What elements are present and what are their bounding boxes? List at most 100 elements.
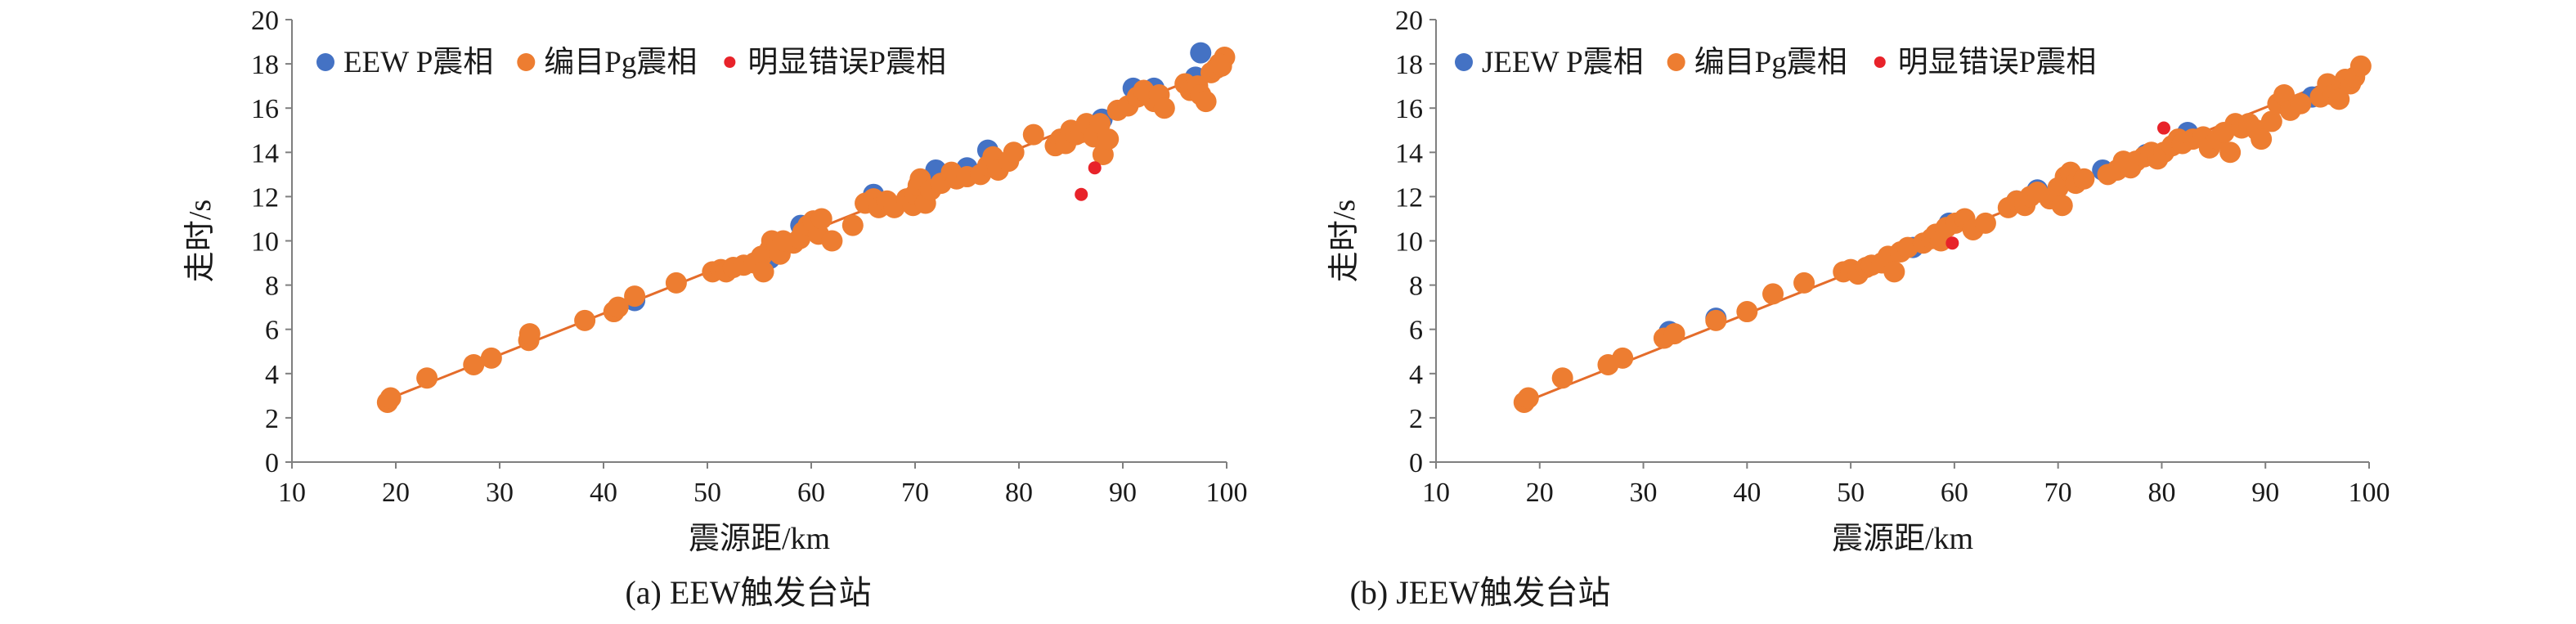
data-point-pg-phase xyxy=(416,367,438,389)
x-tick-label: 30 xyxy=(1630,478,1658,508)
y-axis-title: 走时/s xyxy=(1327,200,1362,282)
chart-panel-b: 0 2 4 6 8 10 12 14 16 18 20 10 20 30 40 50 60 70 80 90 100 走时… xyxy=(1327,6,2390,611)
x-axis-title: 震源距/km xyxy=(1832,522,1973,556)
x-tick-label: 50 xyxy=(1837,478,1865,508)
x-tick-label: 80 xyxy=(1005,478,1033,508)
data-point-pg-phase xyxy=(1551,367,1573,389)
x-tick-label: 70 xyxy=(901,478,929,508)
y-tick-label: 12 xyxy=(251,182,279,213)
y-tick-label: 12 xyxy=(1395,182,1423,213)
legend-marker xyxy=(1874,56,1886,68)
y-tick-label: 2 xyxy=(265,404,279,434)
data-point-pg-phase xyxy=(1705,309,1727,331)
data-point-pg-phase xyxy=(1883,261,1905,283)
data-point-pg-phase xyxy=(2290,92,2312,114)
legend-label: 编目Pg震相 xyxy=(544,45,697,79)
x-tick-label: 70 xyxy=(2044,478,2072,508)
y-tick-label: 18 xyxy=(251,50,279,80)
data-point-pg-phase xyxy=(379,387,402,409)
y-tick-label: 2 xyxy=(1409,404,1423,434)
data-point-pg-phase xyxy=(2260,110,2282,132)
y-tick-label: 20 xyxy=(1395,6,1423,36)
data-point-pg-phase xyxy=(821,230,843,252)
x-tick-label: 10 xyxy=(1422,478,1450,508)
legend-marker xyxy=(1455,53,1473,71)
data-point-pg-phase xyxy=(624,285,646,308)
y-tick-label: 14 xyxy=(251,138,279,168)
legend-label: JEEW P震相 xyxy=(1482,46,1644,79)
legend-label: 编目Pg震相 xyxy=(1694,45,1847,79)
legend-marker xyxy=(316,53,334,71)
data-point-pg-phase xyxy=(2051,195,2073,217)
data-point-error-phase xyxy=(2156,121,2170,135)
data-point-pg-phase xyxy=(1209,53,1231,75)
data-point-pg-phase xyxy=(1195,91,1217,113)
y-tick-label: 18 xyxy=(1395,50,1423,80)
y-tick-label: 20 xyxy=(251,6,279,36)
data-point-p-phase xyxy=(1190,42,1212,64)
data-point-pg-phase xyxy=(1153,97,1175,119)
x-tick-label: 80 xyxy=(2147,478,2175,508)
x-tick-label: 50 xyxy=(693,478,721,508)
data-point-error-phase xyxy=(1088,161,1102,175)
y-axis-title: 走时/s xyxy=(183,200,218,282)
x-tick-label: 100 xyxy=(1206,478,1248,508)
x-tick-label: 60 xyxy=(1941,478,1968,508)
legend-label: EEW P震相 xyxy=(343,46,493,79)
data-point-pg-phase xyxy=(480,347,502,369)
y-tick-label: 8 xyxy=(1409,272,1423,302)
y-tick-label: 14 xyxy=(1395,138,1423,168)
data-point-pg-phase xyxy=(463,353,485,375)
legend-label: 明显错误P震相 xyxy=(747,46,946,79)
data-point-pg-phase xyxy=(574,309,596,331)
data-point-pg-phase xyxy=(1762,283,1784,305)
x-tick-label: 90 xyxy=(1109,478,1137,508)
data-point-pg-phase xyxy=(1003,141,1025,164)
x-tick-label: 40 xyxy=(1733,478,1761,508)
data-point-pg-phase xyxy=(1974,212,1996,234)
legend-marker xyxy=(1667,53,1685,71)
panel-caption: (a) EEW触发台站 xyxy=(625,574,871,611)
panel-caption: (b) JEEW触发台站 xyxy=(1350,574,1611,611)
chart-panel-a: 0 2 4 6 8 10 12 14 16 18 20 10 20 30 40 50 60 70 80 90 100 走时… xyxy=(183,6,1248,611)
data-point-pg-phase xyxy=(1097,128,1120,150)
data-point-pg-phase xyxy=(518,323,541,345)
x-tick-label: 100 xyxy=(2349,478,2390,508)
data-point-pg-phase xyxy=(1612,347,1634,369)
data-point-pg-phase xyxy=(1793,272,1815,294)
data-point-pg-phase xyxy=(810,208,832,230)
data-point-pg-phase xyxy=(2328,88,2350,110)
data-point-pg-phase xyxy=(1022,123,1044,146)
x-tick-label: 20 xyxy=(1526,478,1554,508)
x-tick-label: 10 xyxy=(278,478,306,508)
data-point-pg-phase xyxy=(841,214,864,236)
y-tick-label: 16 xyxy=(1395,94,1423,124)
x-tick-label: 40 xyxy=(590,478,617,508)
data-point-pg-phase xyxy=(1663,323,1685,345)
y-tick-label: 4 xyxy=(1409,360,1423,390)
data-point-pg-phase xyxy=(1517,387,1539,409)
y-tick-label: 0 xyxy=(1409,448,1423,478)
data-point-error-phase xyxy=(1945,236,1959,250)
y-tick-label: 8 xyxy=(265,272,279,302)
y-tick-label: 0 xyxy=(265,448,279,478)
data-point-pg-phase xyxy=(2349,55,2372,77)
legend-marker xyxy=(724,56,736,68)
data-point-pg-phase xyxy=(665,272,687,294)
legend-marker xyxy=(517,53,536,71)
x-axis-title: 震源距/km xyxy=(689,522,830,556)
x-tick-label: 90 xyxy=(2251,478,2279,508)
y-tick-label: 16 xyxy=(251,94,279,124)
y-tick-label: 4 xyxy=(265,360,279,390)
data-point-pg-phase xyxy=(2219,141,2242,164)
x-tick-label: 30 xyxy=(486,478,514,508)
y-tick-label: 10 xyxy=(251,227,279,258)
data-point-error-phase xyxy=(1075,187,1088,201)
data-point-pg-phase xyxy=(2073,168,2095,190)
y-tick-label: 6 xyxy=(1409,316,1423,346)
data-point-pg-phase xyxy=(2251,128,2273,150)
y-tick-label: 6 xyxy=(265,316,279,346)
data-point-pg-phase xyxy=(607,296,629,318)
data-point-pg-phase xyxy=(752,261,774,283)
